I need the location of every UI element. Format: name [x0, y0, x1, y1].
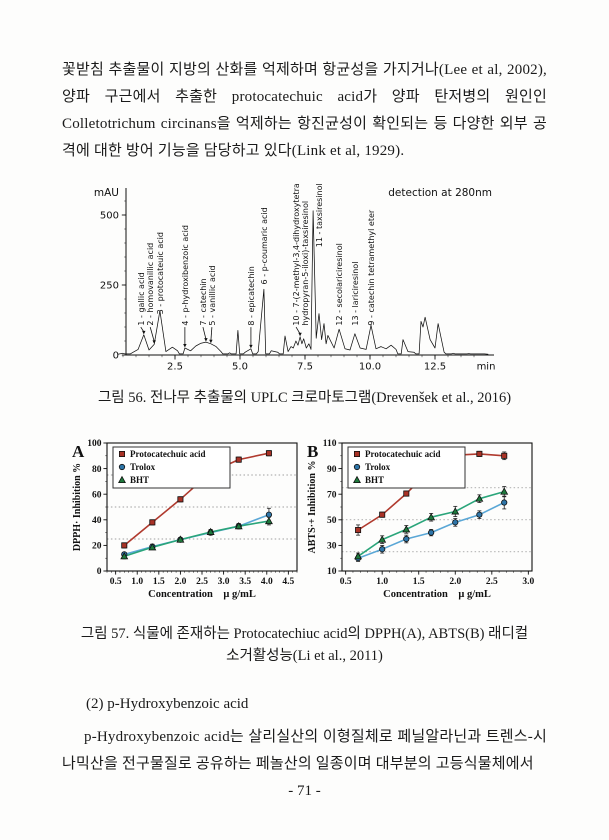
svg-text:A: A	[72, 442, 85, 461]
svg-text:7 - catechin: 7 - catechin	[199, 278, 208, 325]
figure-57-panels: 0.5 1.0 1.5 2.0 2.5 3.0 3.5 4.0 4.5 0 20 40 60 80 100 C…	[62, 435, 547, 609]
svg-text:Trolox: Trolox	[130, 462, 156, 472]
svg-text:2 - homovanillic acid: 2 - homovanillic acid	[146, 243, 155, 326]
svg-text:1.5: 1.5	[152, 577, 164, 587]
dpph-inhibition-chart-A: 0.5 1.0 1.5 2.0 2.5 3.0 3.5 4.0 4.5 0 20 40 60 80 100 C…	[72, 439, 298, 600]
svg-text:1.0: 1.0	[376, 577, 388, 587]
svg-text:110: 110	[322, 439, 336, 449]
figure-57-caption-line1: 그림 57. 식물에 존재하는 Protocatechiuc acid의 DPP…	[80, 626, 529, 642]
svg-text:ABTS·+ Inhibition %: ABTS·+ Inhibition %	[307, 461, 318, 554]
abts-inhibition-chart-B: 0.5 1.0 1.5 2.0 2.5 3.0 10 30 50 70 90 110 Concentra…	[307, 439, 535, 600]
svg-text:Concentration μ g/mL: Concentration μ g/mL	[148, 589, 256, 600]
figure-56-chromatogram: 0 250 500 mAU 2.5 5.0 7.5 10.0 12.5 min detection …	[88, 175, 547, 375]
svg-text:1 - gallic acid: 1 - gallic acid	[137, 272, 146, 325]
svg-text:0: 0	[96, 567, 101, 577]
svg-text:30: 30	[327, 542, 337, 552]
svg-text:B: B	[307, 442, 318, 461]
page-content: 꽃받침 추출물이 지방의 산화를 억제하며 항균성을 가지거나(Lee et a…	[62, 0, 547, 778]
svg-text:70: 70	[327, 490, 337, 500]
svg-text:2.5: 2.5	[167, 362, 183, 373]
section-heading: (2) p-Hydroxybenzoic acid	[86, 696, 249, 712]
svg-text:2.0: 2.0	[174, 577, 186, 587]
svg-text:min: min	[477, 362, 496, 373]
svg-text:0.5: 0.5	[339, 577, 351, 587]
svg-text:40: 40	[92, 516, 102, 526]
svg-text:50: 50	[327, 516, 337, 526]
svg-text:1.0: 1.0	[131, 577, 143, 587]
svg-text:9 - catechin tetramethyl eter: 9 - catechin tetramethyl eter	[367, 209, 376, 326]
svg-text:Concentration μ g/mL: Concentration μ g/mL	[383, 589, 491, 600]
svg-text:12.5: 12.5	[424, 362, 446, 373]
paragraph-body: p-Hydroxybenzoic acid는 살리실산의 이형질체로 페닐알라닌…	[62, 729, 547, 772]
svg-text:2.5: 2.5	[485, 577, 497, 587]
svg-text:5.0: 5.0	[232, 362, 248, 373]
svg-text:0: 0	[113, 350, 119, 361]
svg-text:hydropyran-5-iloxi)-taxsiresin: hydropyran-5-iloxi)-taxsiresinol	[301, 201, 310, 326]
figure-57-caption-line2: 소거활성능(Li et al., 2011)	[226, 648, 383, 664]
svg-text:0.5: 0.5	[109, 577, 121, 587]
svg-text:10.0: 10.0	[359, 362, 381, 373]
svg-text:6 - p-coumaric acid: 6 - p-coumaric acid	[260, 207, 269, 284]
svg-text:80: 80	[92, 465, 102, 475]
svg-text:2.5: 2.5	[196, 577, 208, 587]
svg-text:10: 10	[327, 567, 337, 577]
svg-text:4 - p-hydroxibenzoic acid: 4 - p-hydroxibenzoic acid	[181, 225, 190, 326]
svg-text:20: 20	[92, 542, 102, 552]
svg-text:2.0: 2.0	[449, 577, 461, 587]
svg-text:1.5: 1.5	[412, 577, 424, 587]
svg-text:7.5: 7.5	[297, 362, 313, 373]
svg-text:DPPH· Inhibition %: DPPH· Inhibition %	[72, 463, 83, 551]
page-number: - 71 -	[288, 783, 321, 799]
uplc-chromatogram-plot: 0 250 500 mAU 2.5 5.0 7.5 10.0 12.5 min detection …	[94, 183, 496, 373]
svg-text:4.5: 4.5	[282, 577, 294, 587]
svg-text:BHT: BHT	[365, 475, 384, 485]
svg-text:3 - protocateuic acid: 3 - protocateuic acid	[156, 232, 165, 314]
svg-text:10 - 7-(2-methyl-3,4-dihydroxy: 10 - 7-(2-methyl-3,4-dihydroxytetra	[292, 183, 301, 326]
paragraph-intro: 꽃받침 추출물이 지방의 산화를 억제하며 항균성을 가지거나(Lee et a…	[62, 62, 547, 159]
svg-text:Protocatechuic acid: Protocatechuic acid	[365, 449, 441, 459]
svg-text:100: 100	[87, 439, 102, 449]
svg-text:250: 250	[100, 280, 119, 291]
svg-text:11 - taxsiresinol: 11 - taxsiresinol	[315, 183, 324, 247]
svg-text:Protocatechuic acid: Protocatechuic acid	[130, 449, 206, 459]
figure-56-caption: 그림 56. 전나무 추출물의 UPLC 크로마토그램(Drevenšek et…	[97, 390, 512, 406]
svg-text:3.0: 3.0	[217, 577, 229, 587]
svg-text:Trolox: Trolox	[365, 462, 391, 472]
svg-text:3.0: 3.0	[522, 577, 534, 587]
svg-text:5 - vanillic acid: 5 - vanillic acid	[208, 265, 217, 325]
svg-text:500: 500	[100, 210, 119, 221]
svg-text:3.5: 3.5	[239, 577, 251, 587]
svg-text:4.0: 4.0	[260, 577, 272, 587]
svg-text:13 - lariciresinol: 13 - lariciresinol	[351, 262, 360, 326]
svg-text:12 - secolariciresinol: 12 - secolariciresinol	[335, 243, 344, 325]
svg-text:8 - epicatechin: 8 - epicatechin	[247, 266, 256, 325]
svg-text:90: 90	[327, 465, 337, 475]
svg-text:60: 60	[92, 490, 102, 500]
svg-text:detection at 280nm: detection at 280nm	[388, 187, 492, 199]
svg-text:mAU: mAU	[94, 187, 119, 199]
svg-text:BHT: BHT	[130, 475, 149, 485]
